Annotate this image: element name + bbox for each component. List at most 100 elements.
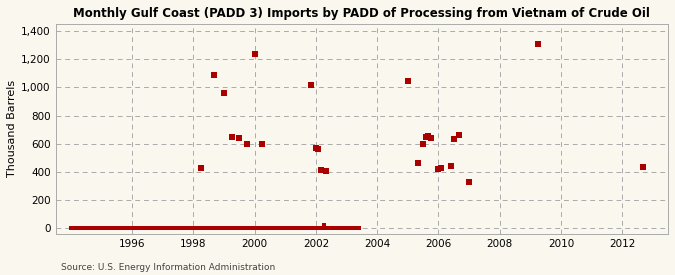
Point [351, 226, 362, 230]
Point [446, 164, 457, 169]
Point [157, 226, 168, 230]
Point [96, 226, 107, 230]
Point [313, 147, 324, 152]
Point [232, 226, 242, 230]
Point [170, 226, 181, 230]
Point [160, 226, 171, 230]
Point [310, 226, 321, 230]
Point [134, 226, 145, 230]
Point [275, 226, 286, 230]
Point [91, 226, 102, 230]
Point [305, 226, 316, 230]
Point [88, 226, 99, 230]
Point [111, 226, 122, 230]
Point [236, 226, 247, 230]
Point [81, 226, 92, 230]
Point [316, 226, 327, 230]
Point [142, 226, 153, 230]
Point [423, 134, 433, 138]
Point [318, 223, 329, 227]
Point [316, 167, 327, 172]
Point [153, 226, 163, 230]
Point [107, 226, 117, 230]
Point [269, 226, 280, 230]
Point [354, 226, 364, 230]
Point [425, 136, 436, 140]
Point [200, 226, 211, 230]
Point [206, 226, 217, 230]
Point [209, 72, 219, 77]
Point [226, 134, 237, 139]
Point [308, 226, 319, 230]
Point [418, 142, 429, 147]
Point [420, 135, 431, 140]
Point [73, 226, 84, 230]
Point [242, 226, 252, 230]
Point [122, 226, 132, 230]
Point [165, 226, 176, 230]
Point [288, 226, 298, 230]
Point [84, 226, 95, 230]
Point [155, 226, 165, 230]
Point [328, 226, 339, 230]
Point [144, 226, 155, 230]
Text: Source: U.S. Energy Information Administration: Source: U.S. Energy Information Administ… [61, 263, 275, 272]
Point [290, 226, 301, 230]
Point [331, 226, 342, 230]
Point [346, 226, 357, 230]
Point [246, 226, 257, 230]
Point [448, 137, 459, 142]
Point [219, 91, 230, 95]
Point [114, 226, 125, 230]
Point [239, 226, 250, 230]
Point [257, 226, 268, 230]
Point [277, 226, 288, 230]
Point [163, 226, 173, 230]
Point [265, 226, 275, 230]
Point [326, 226, 337, 230]
Point [267, 226, 278, 230]
Point [333, 226, 344, 230]
Point [101, 226, 112, 230]
Point [323, 226, 334, 230]
Point [130, 226, 140, 230]
Point [310, 146, 321, 150]
Point [132, 226, 142, 230]
Y-axis label: Thousand Barrels: Thousand Barrels [7, 80, 17, 177]
Point [167, 226, 178, 230]
Point [349, 226, 360, 230]
Point [119, 226, 130, 230]
Point [433, 167, 443, 171]
Point [94, 226, 105, 230]
Point [203, 226, 214, 230]
Point [412, 161, 423, 165]
Point [300, 226, 311, 230]
Title: Monthly Gulf Coast (PADD 3) Imports by PADD of Processing from Vietnam of Crude : Monthly Gulf Coast (PADD 3) Imports by P… [74, 7, 650, 20]
Point [454, 133, 464, 138]
Point [86, 226, 97, 230]
Point [313, 226, 324, 230]
Point [259, 226, 270, 230]
Point [533, 42, 543, 46]
Point [321, 168, 331, 173]
Point [209, 226, 219, 230]
Point [223, 226, 234, 230]
Point [303, 226, 314, 230]
Point [71, 226, 82, 230]
Point [344, 226, 354, 230]
Point [229, 226, 240, 230]
Point [282, 226, 293, 230]
Point [336, 226, 347, 230]
Point [339, 226, 350, 230]
Point [254, 226, 265, 230]
Point [249, 226, 260, 230]
Point [435, 166, 446, 170]
Point [180, 226, 191, 230]
Point [188, 226, 199, 230]
Point [127, 226, 138, 230]
Point [99, 226, 109, 230]
Point [137, 226, 148, 230]
Point [280, 226, 291, 230]
Point [78, 226, 89, 230]
Point [147, 226, 158, 230]
